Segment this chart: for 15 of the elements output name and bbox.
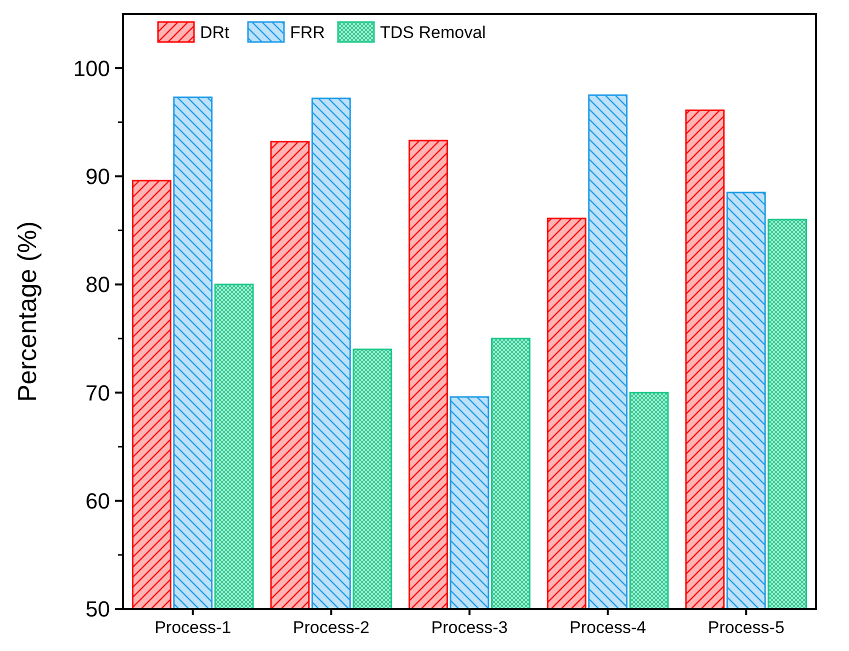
- legend-label: DRt: [200, 22, 230, 42]
- y-tick-label: 100: [73, 56, 110, 81]
- y-axis-title: Percentage (%): [12, 221, 42, 402]
- y-tick-label: 50: [86, 596, 110, 622]
- y-tick-label: 60: [86, 488, 110, 514]
- y-tick-label: 80: [86, 272, 110, 298]
- y-tick-label: 90: [86, 164, 110, 189]
- x-tick-label: Process-3: [431, 618, 508, 637]
- legend-label: TDS Removal: [380, 22, 486, 42]
- x-tick-label: Process-2: [292, 618, 370, 637]
- y-tick-label: 70: [86, 380, 110, 406]
- x-tick-label: Process-5: [708, 618, 784, 637]
- x-tick-label: Process-4: [570, 618, 646, 637]
- legend-label: FRR: [290, 22, 325, 42]
- x-tick-label: Process-1: [154, 618, 232, 637]
